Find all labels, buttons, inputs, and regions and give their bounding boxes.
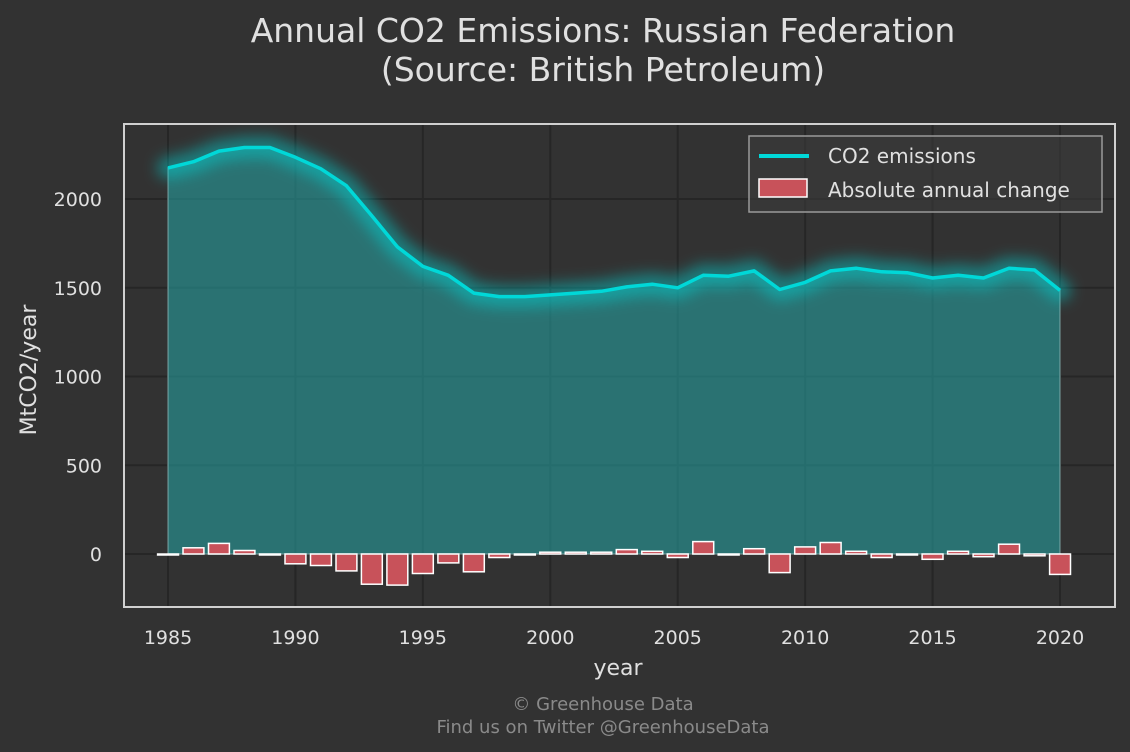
- annual-change-bar: [182, 547, 205, 555]
- annual-change-bar: [564, 551, 587, 555]
- annual-change-bar: [437, 553, 460, 564]
- annual-change-bar: [742, 547, 766, 555]
- chart-title-line2: (Source: British Petroleum): [381, 50, 825, 89]
- y-tick-label: 1000: [54, 367, 102, 389]
- y-axis-ticks: 0 500 1000 1500 2000: [54, 189, 102, 566]
- annual-change-bar: [768, 553, 791, 574]
- annual-change-bar: [615, 548, 638, 555]
- annual-change-bar: [717, 553, 740, 556]
- annual-change-bar: [895, 553, 919, 556]
- x-tick-label: 1985: [144, 627, 192, 649]
- annual-change-bar: [335, 553, 358, 572]
- legend-bar-swatch: [758, 178, 808, 198]
- emissions-line: [167, 145, 1062, 299]
- annual-change-bar: [462, 553, 486, 573]
- footer-copyright: © Greenhouse Data: [512, 694, 693, 715]
- annual-change-bar: [233, 549, 256, 555]
- annual-change-bar: [284, 553, 307, 565]
- annual-change-bar: [819, 541, 842, 555]
- x-tick-label: 2015: [908, 627, 956, 649]
- annual-change-bar: [156, 553, 180, 556]
- x-tick-label: 2005: [654, 627, 702, 649]
- annual-change-bar: [870, 553, 893, 559]
- annual-change-bars: [156, 540, 1072, 586]
- legend-label-change: Absolute annual change: [828, 178, 1070, 202]
- x-tick-label: 1995: [399, 627, 447, 649]
- annual-change-bar: [513, 553, 537, 556]
- annual-change-bar: [360, 553, 384, 585]
- x-tick-label: 2000: [526, 627, 574, 649]
- x-tick-label: 1990: [271, 627, 319, 649]
- x-axis-label: year: [593, 656, 643, 681]
- annual-change-bar: [1048, 553, 1072, 576]
- annual-change-bar: [946, 550, 970, 555]
- annual-change-bar: [1023, 553, 1046, 557]
- annual-change-bar: [258, 553, 282, 556]
- y-axis-label: MtCO2/year: [17, 304, 42, 436]
- y-tick-label: 2000: [54, 189, 102, 211]
- legend: CO2 emissions Absolute annual change: [748, 135, 1103, 213]
- annual-change-bar: [692, 540, 715, 555]
- x-tick-label: 2020: [1036, 627, 1084, 649]
- footer-twitter: Find us on Twitter @GreenhouseData: [436, 717, 769, 738]
- annual-change-bar: [488, 553, 511, 559]
- y-tick-label: 0: [90, 544, 102, 566]
- x-tick-label: 2010: [781, 627, 829, 649]
- annual-change-bar: [590, 551, 613, 555]
- annual-change-bar: [921, 553, 944, 561]
- plot-frame: [123, 123, 1116, 608]
- annual-change-bar: [997, 543, 1021, 555]
- annual-change-bar: [207, 542, 231, 555]
- annual-change-bar: [539, 551, 562, 555]
- chart-title-line1: Annual CO2 Emissions: Russian Federation: [251, 11, 956, 50]
- emissions-line-group: [167, 145, 1062, 299]
- annual-change-bar: [641, 550, 664, 555]
- annual-change-bar: [411, 553, 435, 575]
- annual-change-bar: [309, 553, 333, 567]
- y-tick-label: 1500: [54, 278, 102, 300]
- annual-change-bar: [793, 546, 817, 555]
- annual-change-bar: [844, 550, 868, 555]
- annual-change-bar: [972, 553, 995, 558]
- y-tick-label: 500: [66, 455, 102, 477]
- legend-label-emissions: CO2 emissions: [828, 144, 976, 168]
- annual-change-bar: [666, 553, 689, 559]
- annual-change-bar: [386, 553, 409, 586]
- legend-box: [748, 135, 1103, 213]
- x-axis-ticks: 1985 1990 1995 2000 2005 2010 2015 2020: [144, 627, 1084, 649]
